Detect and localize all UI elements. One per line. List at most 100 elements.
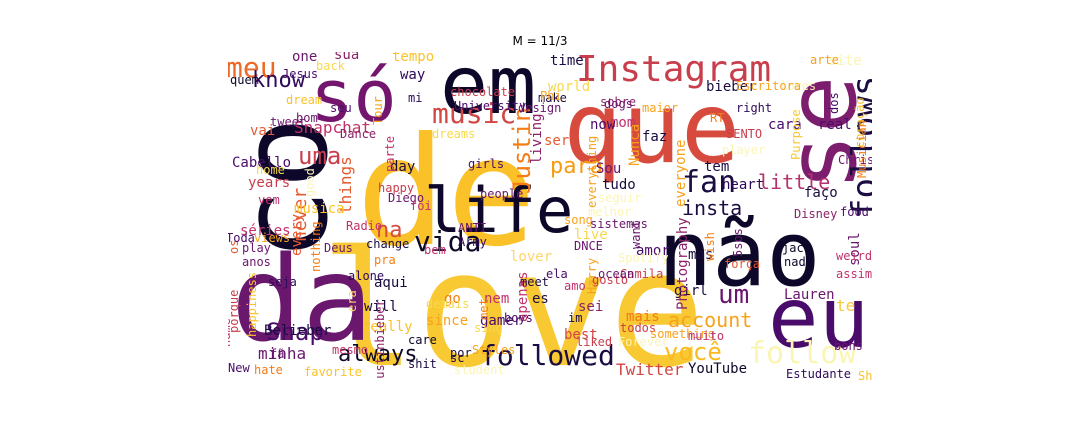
- word-139: back: [316, 59, 345, 73]
- word-93: sc: [450, 351, 465, 365]
- word-194: Estudante: [786, 367, 852, 380]
- word-109: happy: [378, 181, 415, 195]
- word-69: now: [590, 117, 616, 133]
- word-96: musica: [294, 201, 345, 217]
- word-164: demais: [426, 297, 470, 311]
- word-70: vai: [250, 123, 276, 139]
- word-40: tudo: [602, 177, 636, 193]
- word-177: gosto: [592, 273, 629, 287]
- word-9: em: [440, 52, 537, 132]
- word-36: minha: [258, 344, 307, 363]
- word-133: tweet: [270, 115, 307, 129]
- word-184: Photography: [675, 217, 691, 311]
- word-30: Snapchat: [294, 118, 372, 137]
- word-10: life: [424, 174, 574, 247]
- word-130: Musician: [855, 119, 869, 178]
- word-95: liked: [576, 335, 613, 349]
- word-33: Twitter: [616, 360, 684, 379]
- word-163: bem: [424, 243, 446, 257]
- word-166: care: [408, 333, 437, 347]
- word-126: loves: [780, 79, 817, 93]
- word-56: world: [548, 79, 591, 95]
- word-115: Nunca: [627, 123, 643, 166]
- word-13: follow: [748, 336, 857, 371]
- word-20: music: [432, 97, 517, 130]
- word-8: só: [310, 54, 397, 138]
- word-80: everything: [585, 135, 599, 208]
- word-169: hate: [254, 363, 283, 377]
- word-63: tempo: [392, 52, 435, 65]
- word-141: seu: [330, 101, 352, 115]
- word-45: will: [364, 299, 398, 315]
- word-26: little: [758, 170, 831, 194]
- word-122: right: [736, 101, 773, 115]
- word-51: Camila: [620, 267, 664, 281]
- word-5: da: [231, 230, 374, 368]
- word-68: mom: [610, 115, 636, 131]
- word-87: since: [426, 313, 469, 329]
- word-76: faço: [804, 185, 838, 201]
- word-34: YouTube: [688, 361, 748, 377]
- word-119: University: [454, 99, 527, 113]
- word-144: parte: [383, 135, 397, 172]
- word-193: ShawnMendes: [858, 369, 872, 380]
- word-72: séries: [240, 223, 291, 239]
- word-98: Lauren: [784, 287, 835, 303]
- word-190: assim: [836, 267, 872, 281]
- word-178: ocean: [598, 267, 635, 281]
- word-136: dream: [286, 93, 323, 107]
- word-146: dreams: [432, 127, 476, 141]
- word-1: de: [356, 106, 537, 280]
- word-49: Deus: [324, 241, 353, 255]
- word-186: força: [724, 257, 761, 271]
- word-127: Purpose: [789, 109, 803, 161]
- word-145: Dance: [340, 127, 377, 141]
- word-111: girls: [468, 157, 505, 171]
- word-44: mais: [626, 309, 660, 325]
- word-64: site: [828, 53, 862, 69]
- word-88: best: [564, 327, 598, 343]
- word-179: amo: [564, 279, 586, 293]
- word-151: play: [242, 241, 271, 255]
- word-124: player: [722, 143, 766, 157]
- word-84: go: [444, 291, 461, 307]
- word-83: nem: [484, 291, 510, 307]
- word-167: fã: [270, 347, 285, 361]
- word-104: live: [574, 227, 608, 243]
- word-100: Army: [458, 235, 487, 249]
- word-116: SENTO: [726, 127, 763, 141]
- word-91: por: [450, 346, 472, 360]
- word-3: não: [658, 202, 821, 307]
- word-182: muito: [688, 329, 725, 343]
- word-121: maior: [642, 101, 679, 115]
- word-174: DNCE: [574, 239, 603, 253]
- word-161: alone: [348, 269, 385, 283]
- word-57: sobre: [600, 95, 637, 109]
- word-58: make: [538, 91, 567, 105]
- word-60: way: [400, 67, 426, 83]
- word-62: sua: [334, 52, 360, 63]
- word-120: chocolate: [450, 85, 516, 99]
- word-158: name: [228, 317, 233, 347]
- word-128: dos: [827, 91, 841, 114]
- word-181: something: [650, 327, 716, 341]
- word-61: one: [292, 52, 318, 65]
- word-105: heart: [722, 177, 765, 193]
- word-189: nada: [784, 255, 813, 269]
- word-16: vida: [414, 225, 482, 258]
- word-173: Styles: [472, 343, 516, 357]
- word-131: Escritora: [736, 79, 802, 93]
- word-153: Toda: [228, 231, 255, 245]
- word-117: Phi: [540, 89, 562, 103]
- word-52: amor: [636, 243, 670, 259]
- word-99: te: [836, 296, 856, 315]
- word-81: lover: [510, 249, 553, 265]
- word-47: pra: [374, 253, 396, 267]
- word-55: bieber: [706, 79, 757, 95]
- word-82: es: [532, 291, 549, 307]
- word-2: que: [563, 72, 741, 186]
- word-0: love: [320, 216, 706, 381]
- word-50: girl: [674, 283, 708, 299]
- word-156: seja: [268, 275, 297, 289]
